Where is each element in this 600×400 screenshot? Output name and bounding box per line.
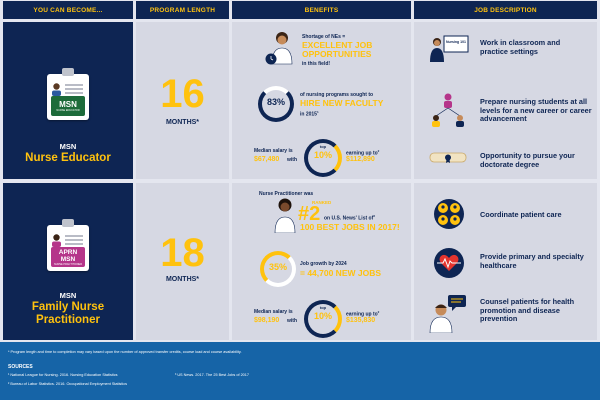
footnote-program-length: * Program length and time to completion … — [8, 350, 242, 354]
practitioner-badge-label: APRN MSN NURSE PRACTITIONER — [51, 247, 85, 267]
practitioner-percent-value: 35% — [268, 262, 287, 272]
header-program-length: PROGRAM LENGTH — [136, 1, 229, 19]
nurse-clock-icon — [265, 32, 293, 65]
educator-benefit1-post: in this field! — [302, 61, 331, 67]
practitioner-rank: #2 — [298, 203, 321, 225]
educator-badge-main: MSN — [59, 99, 77, 109]
educator-benefit2-sup: 1 — [316, 110, 319, 114]
educator-top-ring — [304, 139, 342, 177]
header-job-description: JOB DESCRIPTION — [414, 1, 597, 19]
educator-length-panel: 16 MONTHS* — [136, 22, 229, 179]
educator-earning-label: earning up to2 — [346, 148, 379, 157]
footer: * Program length and time to completion … — [0, 342, 600, 400]
practitioner-job-panel: Coordinate patient care Provide primary … — [414, 183, 597, 340]
practitioner-job-3: Counsel patients for health promotion an… — [480, 297, 575, 323]
practitioner-id-badge: APRN MSN NURSE PRACTITIONER — [47, 219, 89, 271]
educator-id-badge: MSN NURSE EDUCATOR — [47, 68, 89, 120]
practitioner-job-2: Provide primary and specialty healthcare — [480, 252, 584, 270]
practitioner-length-panel: 18 MONTHS* — [136, 183, 229, 340]
educator-earning-value: $112,890 — [346, 156, 375, 163]
practitioner-benefit2-highlight: = 44,700 NEW JOBS — [300, 268, 382, 278]
nurse-practitioner-icon — [274, 198, 296, 233]
educator-badge-sub: NURSE EDUCATOR — [56, 108, 80, 112]
diploma-icon — [429, 152, 467, 163]
practitioner-top-label: top — [319, 305, 327, 310]
practitioner-list-text: on U.S. News' List of — [324, 215, 374, 222]
educator-badge-label: MSN NURSE EDUCATOR — [51, 96, 85, 116]
practitioner-top-percent: 10% — [313, 311, 332, 321]
educator-median-label: Median salary is — [254, 148, 293, 154]
students-network-icon — [432, 93, 464, 127]
board-label: Nursing 101 — [446, 40, 466, 44]
educator-benefit2-highlight: HIRE NEW FACULTY — [300, 98, 384, 108]
educator-top-label: top — [319, 144, 327, 149]
practitioner-length-number: 18 — [160, 231, 205, 275]
practitioner-job-1: Coordinate patient care — [480, 210, 562, 219]
practitioner-median-with: with — [287, 318, 297, 324]
practitioner-earning-value: $135,830 — [346, 317, 376, 324]
educator-length-number: 16 — [160, 72, 205, 116]
header-you-can-become: YOU CAN BECOME... — [3, 1, 133, 19]
person-icon — [52, 234, 61, 247]
educator-job-2: Prepare nursing students at all levels f… — [480, 97, 592, 123]
practitioner-top-ring — [304, 300, 342, 338]
practitioner-title: Family Nurse Practitioner — [31, 301, 105, 326]
educator-earning-sup: 2 — [377, 149, 380, 153]
practitioner-benefits-panel: Nurse Practitioner was RANKED #2 on U.S.… — [232, 183, 411, 340]
practitioner-earning-sup: 2 — [377, 310, 380, 314]
header-benefits: BENEFITS — [232, 1, 411, 19]
practitioner-role-panel: APRN MSN NURSE PRACTITIONER MSN Family N… — [3, 183, 133, 340]
practitioner-percent-ring — [260, 251, 296, 287]
source-2: ² Bureau of Labor Statistics. 2016. Occu… — [8, 382, 128, 386]
educator-job-3: Opportunity to pursue your doctorate deg… — [480, 151, 575, 169]
educator-median-value: $67,480 — [254, 156, 280, 163]
practitioner-list-label: on U.S. News' List of3 — [324, 213, 375, 222]
practitioner-benefit1-pre: Nurse Practitioner was — [259, 191, 314, 197]
practitioner-badge-main: APRN MSN — [58, 248, 78, 263]
educator-benefit1-highlight: EXCELLENT JOB OPPORTUNITIES — [302, 40, 373, 59]
practitioner-median-label: Median salary is — [254, 309, 293, 315]
practitioner-length-unit: MONTHS* — [165, 276, 200, 283]
educator-job-panel: Nursing 101 Work in classroom and practi… — [414, 22, 597, 179]
educator-top-percent: 10% — [313, 150, 332, 160]
educator-role-panel: MSN NURSE EDUCATOR MSN Nurse Educator — [3, 22, 133, 179]
source-1: ¹ National League for Nursing. 2016. Nur… — [8, 373, 118, 377]
educator-degree: MSN — [59, 142, 77, 151]
practitioner-median-value: $98,190 — [254, 317, 280, 324]
source-3: ³ US News. 2017. The 25 Best Jobs of 201… — [175, 373, 250, 377]
heartbeat-icon — [434, 248, 464, 278]
educator-percent-ring — [258, 86, 294, 122]
practitioner-badge-sub: NURSE PRACTITIONER — [53, 262, 83, 266]
practitioner-ranked-label: RANKED — [312, 200, 332, 205]
educator-benefits-panel: Shortage of NEs = EXCELLENT JOB OPPORTUN… — [232, 22, 411, 179]
educator-benefit1-pre: Shortage of NEs = — [302, 34, 346, 40]
practitioner-list-sup: 3 — [373, 214, 375, 218]
educator-benefit2-pre: of nursing programs sought to — [300, 92, 374, 98]
educator-percent-value: 83% — [266, 97, 285, 107]
person-icon — [52, 83, 61, 96]
practitioner-degree: MSN — [59, 291, 77, 300]
practitioner-earning-label: earning up to2 — [346, 309, 379, 318]
practitioner-benefit2-pre: Job growth by 2024 — [300, 261, 347, 267]
care-coordination-icon — [434, 199, 464, 229]
educator-title: Nurse Educator — [25, 152, 111, 164]
sources-title: SOURCES — [8, 364, 33, 370]
educator-benefit2-post: in 20151 — [300, 109, 319, 118]
classroom-board-icon: Nursing 101 — [430, 35, 469, 62]
educator-job-1: Work in classroom and practice settings — [480, 38, 561, 56]
educator-earning-text: earning up to — [346, 150, 378, 157]
practitioner-earning-text: earning up to — [346, 311, 378, 318]
educator-median-with: with — [287, 157, 297, 163]
practitioner-benefit1-highlight: 100 BEST JOBS IN 2017! — [300, 222, 400, 232]
educator-length-unit: MONTHS* — [165, 119, 200, 126]
counseling-icon — [429, 295, 466, 333]
educator-benefit2-year: in 2015 — [300, 111, 317, 118]
